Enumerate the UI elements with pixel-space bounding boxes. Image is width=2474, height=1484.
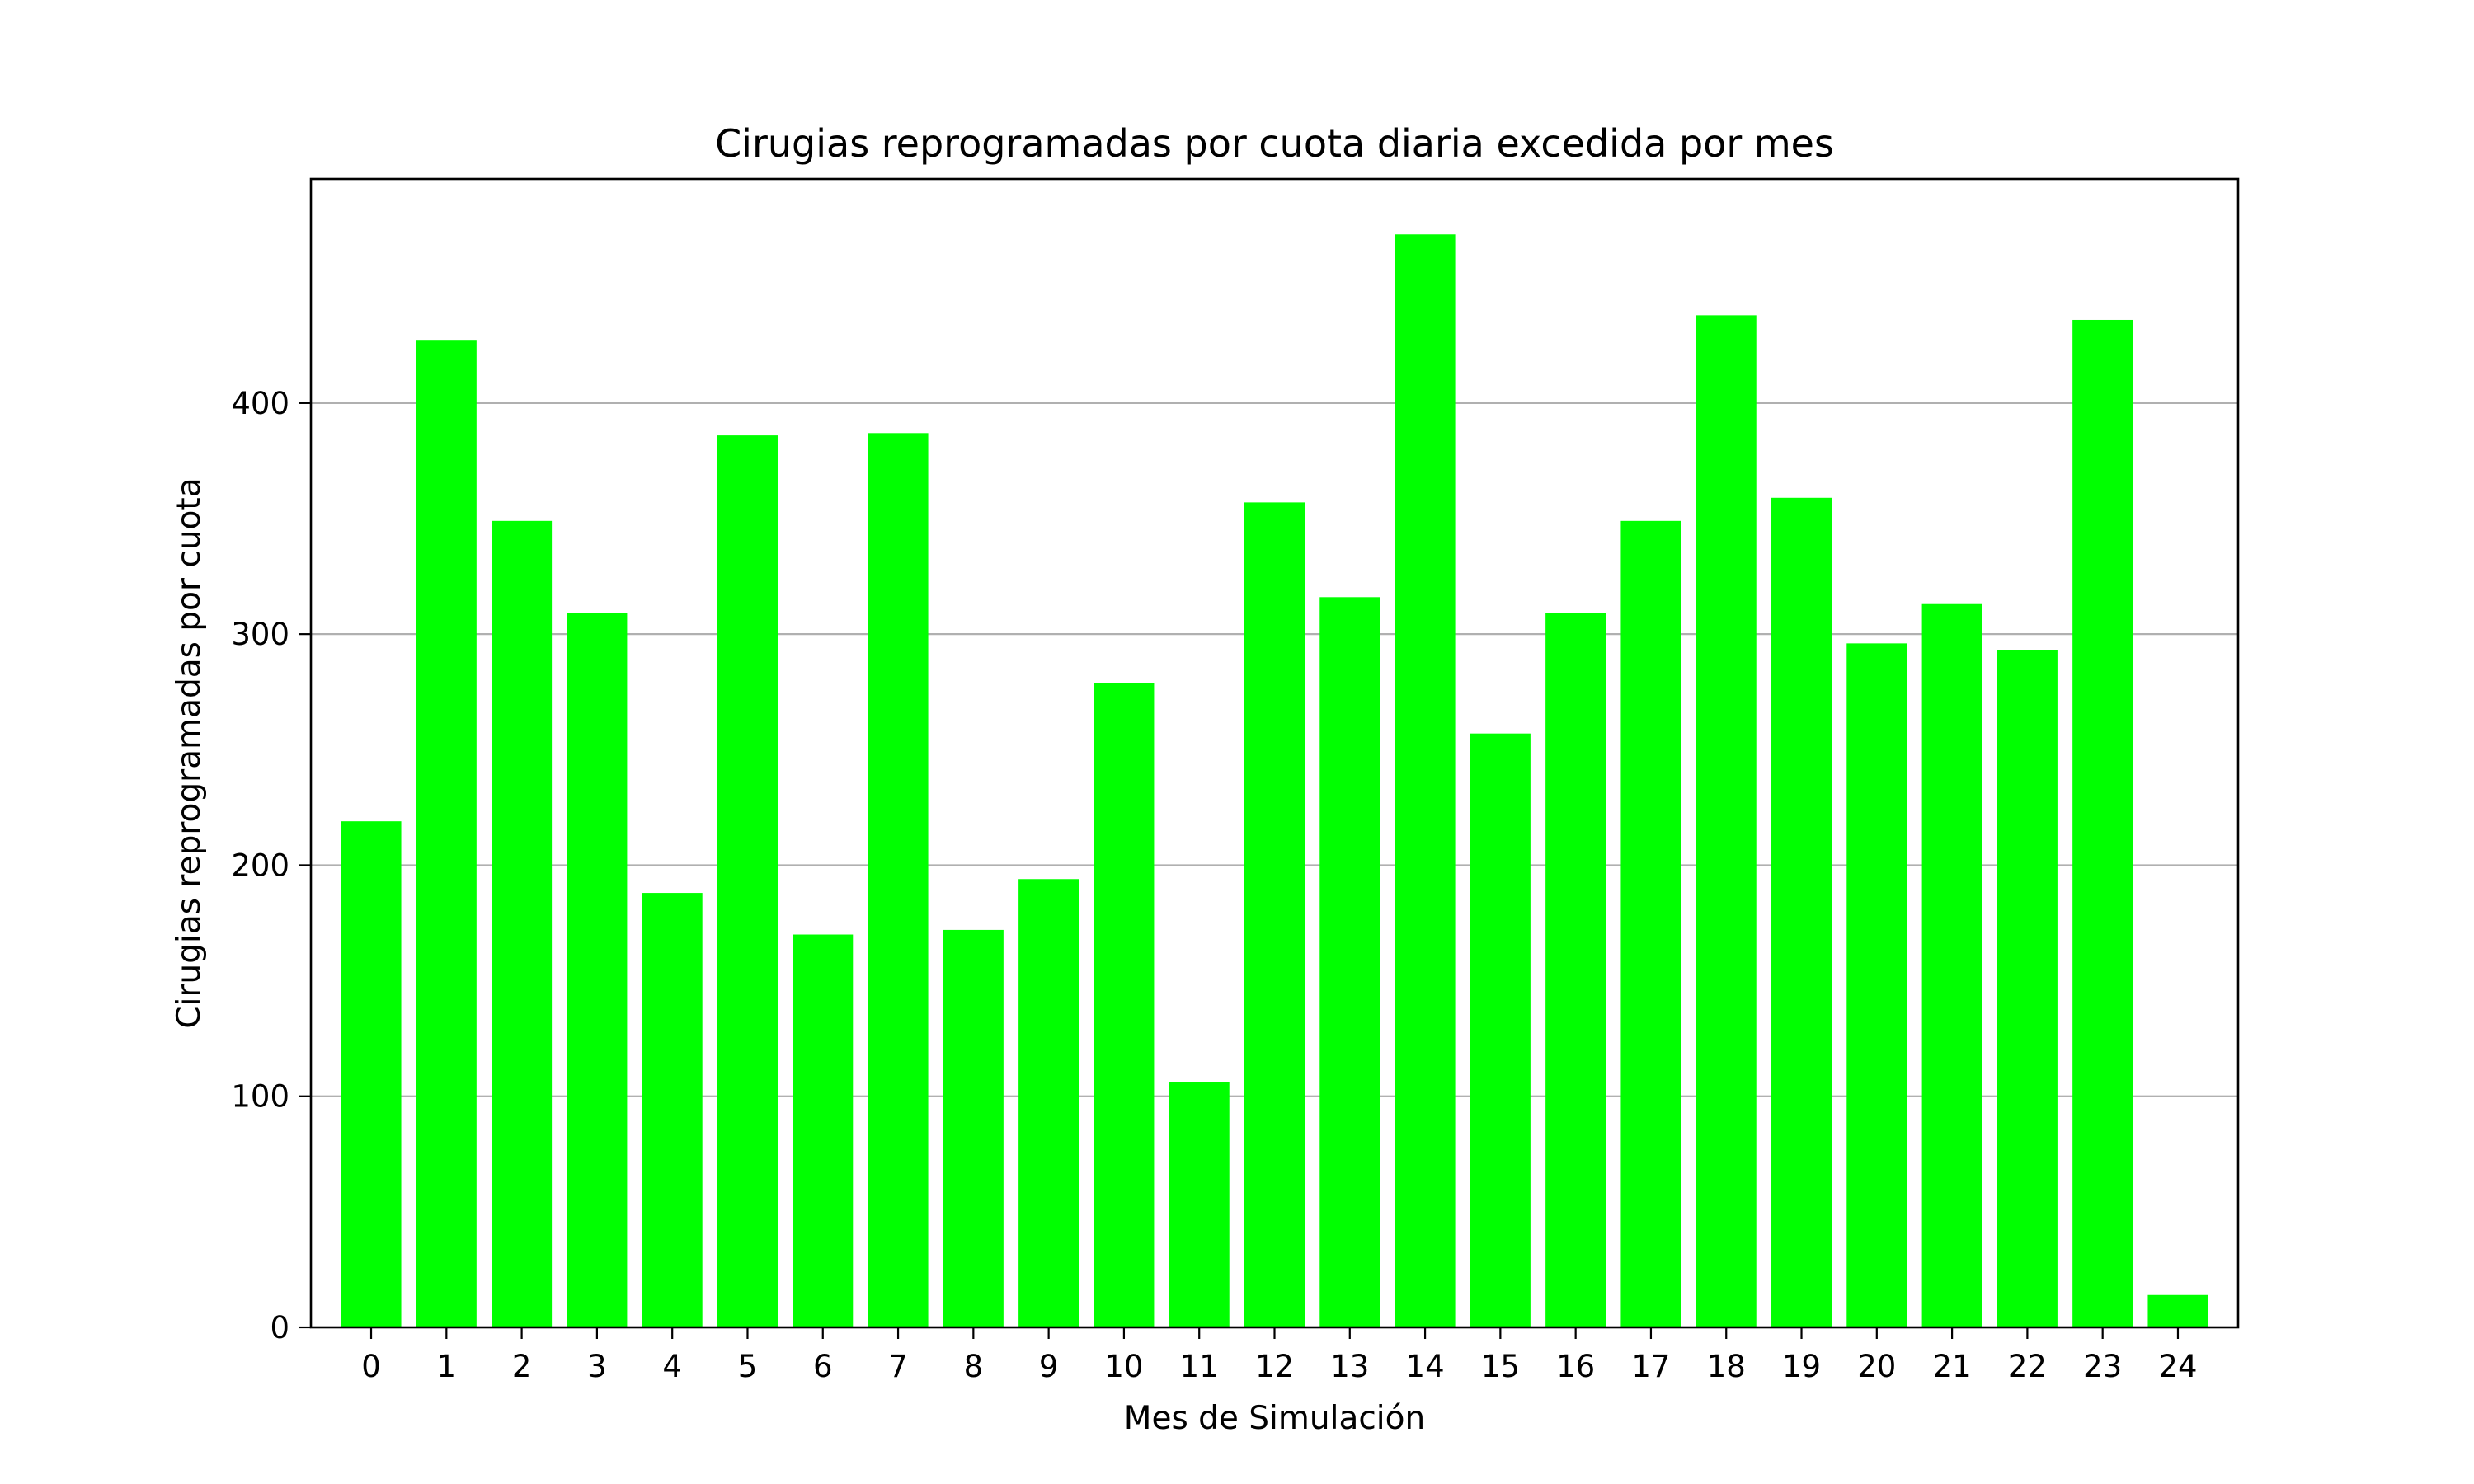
bar: [1319, 597, 1380, 1327]
bar: [1846, 643, 1907, 1327]
bar: [1771, 497, 1832, 1327]
bar: [1018, 879, 1079, 1327]
x-axis-ticks: 0 1 2 3 4 5 6 7 8 9 10 11 12 13 14 15 16 17 18 19 20 21 22 23 24: [361, 1327, 2198, 1384]
bar: [2147, 1294, 2208, 1327]
bar: [943, 929, 1004, 1327]
x-tick-label: 18: [1707, 1349, 1746, 1384]
x-tick-label: 13: [1330, 1349, 1369, 1384]
x-tick-label: 6: [813, 1349, 833, 1384]
x-tick-label: 14: [1406, 1349, 1445, 1384]
bar: [1094, 683, 1155, 1327]
y-tick-label: 200: [231, 848, 289, 883]
x-tick-label: 7: [888, 1349, 908, 1384]
bar: [1244, 502, 1305, 1327]
x-tick-label: 9: [1039, 1349, 1059, 1384]
x-tick-label: 4: [662, 1349, 682, 1384]
bar: [341, 821, 402, 1327]
bar: [717, 435, 778, 1327]
x-tick-label: 17: [1631, 1349, 1670, 1384]
x-tick-label: 15: [1481, 1349, 1520, 1384]
bar: [1395, 234, 1456, 1328]
bar: [1696, 315, 1757, 1327]
x-tick-label: 5: [738, 1349, 758, 1384]
y-axis-ticks: 0 100 200 300 400: [231, 386, 311, 1345]
bar: [868, 433, 929, 1328]
bar: [1470, 733, 1531, 1327]
x-tick-label: 2: [512, 1349, 532, 1384]
bar: [416, 340, 477, 1328]
bar: [1169, 1082, 1230, 1327]
x-tick-label: 22: [2008, 1349, 2047, 1384]
bar: [1997, 650, 2058, 1327]
bar: [2072, 319, 2133, 1328]
bar: [1921, 603, 1982, 1327]
x-tick-label: 20: [1857, 1349, 1896, 1384]
x-tick-label: 10: [1104, 1349, 1143, 1384]
x-tick-label: 24: [2158, 1349, 2197, 1384]
bar: [1620, 520, 1681, 1327]
bar: [1545, 613, 1606, 1327]
x-tick-label: 0: [361, 1349, 381, 1384]
x-tick-label: 1: [437, 1349, 457, 1384]
x-axis-label: Mes de Simulación: [1124, 1400, 1425, 1437]
bar: [492, 520, 553, 1327]
x-tick-label: 16: [1556, 1349, 1595, 1384]
bar: [642, 893, 703, 1327]
x-tick-label: 23: [2083, 1349, 2122, 1384]
y-tick-label: 100: [231, 1079, 289, 1115]
bar: [567, 613, 628, 1327]
x-tick-label: 21: [1933, 1349, 1972, 1384]
x-tick-label: 12: [1255, 1349, 1294, 1384]
x-tick-label: 8: [964, 1349, 984, 1384]
bar: [793, 934, 854, 1327]
y-tick-label: 0: [270, 1310, 289, 1345]
y-tick-label: 300: [231, 617, 289, 652]
x-tick-label: 11: [1180, 1349, 1219, 1384]
bars: [341, 234, 2208, 1328]
x-tick-label: 3: [587, 1349, 607, 1384]
y-tick-label: 400: [231, 386, 289, 421]
chart-title: Cirugias reprogramadas por cuota diaria …: [715, 121, 1834, 166]
x-tick-label: 19: [1782, 1349, 1821, 1384]
y-axis-label: Cirugias reprogramadas por cuota: [171, 477, 208, 1028]
